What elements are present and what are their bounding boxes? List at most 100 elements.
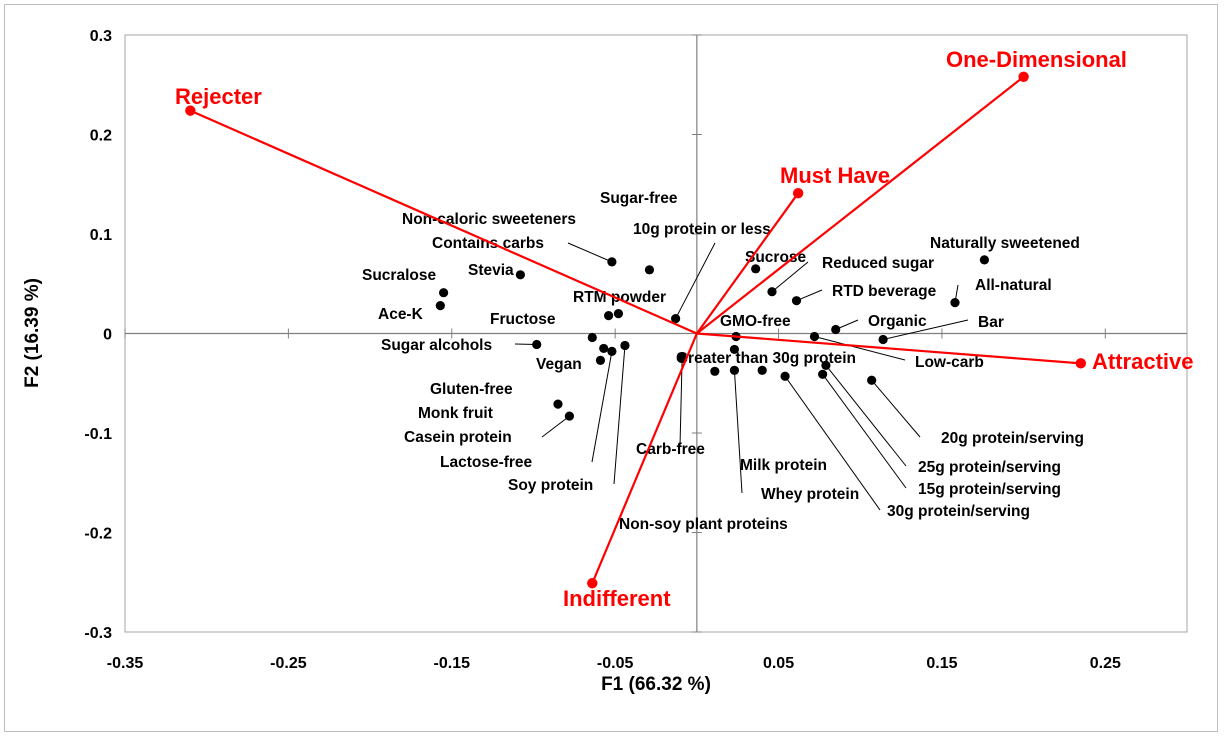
point-label: Low-carb [915,354,984,371]
y-tick-label: 0.1 [90,227,112,244]
vector-end-point [1075,358,1087,369]
point-label: Contains carbs [432,235,544,252]
data-point [831,324,841,335]
y-tick-label: -0.1 [84,426,112,443]
data-point [950,298,960,308]
y-axis-title: F2 (16.39 %) [22,278,43,388]
leader-line [567,242,613,263]
data-point [607,346,617,357]
y-tick-label: 0.2 [90,128,112,145]
leader-line [675,242,716,319]
vector-label: Attractive [1092,349,1193,374]
point-label: Carb-free [636,441,705,458]
data-point [821,360,831,370]
point-label: Ace-K [378,306,424,323]
point-labels: Sugar-free Non-caloric sweeteners Contains… [362,190,1084,533]
vector-label: Indifferent [563,586,671,611]
data-point [780,371,790,381]
point-label: Lactose-free [440,454,533,471]
point-label: Milk protein [740,457,827,474]
point-label: 15g protein/serving [918,481,1061,498]
vector-label: One-Dimensional [946,47,1127,72]
data-points [435,255,990,421]
data-point [809,331,820,342]
data-point [607,257,617,267]
y-tick-label: 0 [103,327,112,344]
data-point [553,399,563,409]
chart-frame [4,4,1218,732]
point-label: Whey protein [761,486,859,503]
data-point [979,255,990,265]
x-tick-label: 0.25 [1090,655,1121,672]
leader-line [825,365,907,467]
data-point [595,355,606,365]
x-tick-label: 0.05 [763,655,794,672]
leader-line [871,379,921,438]
vector-end-point [1018,71,1029,82]
data-point [644,265,655,275]
x-axis-title: F1 (66.32 %) [601,674,711,695]
data-point [564,411,575,421]
point-label: RTM powder [573,289,666,306]
data-point [729,365,740,375]
leader-line [771,261,809,293]
point-label: Organic [868,313,927,330]
tick-labels: -0.35 -0.25 -0.15 -0.05 0.05 0.15 0.25 0.3 0.2 0.… [84,28,1121,672]
point-label: 30g protein/serving [887,503,1030,520]
point-label: 20g protein/serving [941,430,1084,447]
vector-line [696,75,1025,335]
vector-line [189,109,698,335]
point-label: Fructose [490,311,556,328]
data-point [818,369,828,379]
vector-line [591,333,698,584]
vector-line [695,192,800,335]
vector-end-point [792,188,804,199]
data-point [613,309,624,319]
data-point [671,313,681,324]
data-point [757,365,767,375]
vector-end-point [185,105,196,116]
x-tick-label: -0.35 [107,655,144,672]
point-label: Sucralose [362,267,436,284]
data-point [620,340,630,351]
data-point [532,339,542,350]
vector-end-point [587,578,598,589]
data-point [867,375,877,385]
point-label: Sucrose [745,249,807,266]
y-tick-label: 0.3 [90,28,112,45]
leader-line [882,319,969,340]
point-label: Sugar-free [600,190,678,207]
data-point [791,296,802,306]
point-label: Soy protein [508,477,593,494]
point-label: Gluten-free [430,381,513,398]
point-label: Sugar alcohols [381,337,492,354]
leader-line [541,415,570,438]
data-point [767,287,777,297]
data-point [729,344,740,355]
data-point [710,366,720,376]
point-label: All-natural [975,277,1052,294]
data-point [599,343,609,354]
vector-label: Rejecter [175,84,262,109]
leader-line [784,375,881,511]
point-label: Stevia [468,262,514,279]
data-point [751,264,761,274]
point-label: Reduced sugar [822,255,934,272]
leader-line [733,370,743,494]
data-point [587,332,597,343]
data-point [439,288,449,298]
point-label: Vegan [536,356,582,373]
leader-line [814,336,906,361]
point-label: Casein protein [404,429,512,446]
x-tick-label: -0.05 [597,655,634,672]
data-point [435,301,445,311]
point-label: Naturally sweetened [930,235,1080,252]
leader-line [613,345,626,485]
point-label: Greater than 30g protein [676,350,856,367]
vector-line [696,332,1081,365]
data-point [878,334,888,345]
point-label: 25g protein/serving [918,459,1061,476]
data-point [515,270,525,280]
x-tick-label: -0.25 [270,655,307,672]
leader-line [822,373,907,489]
